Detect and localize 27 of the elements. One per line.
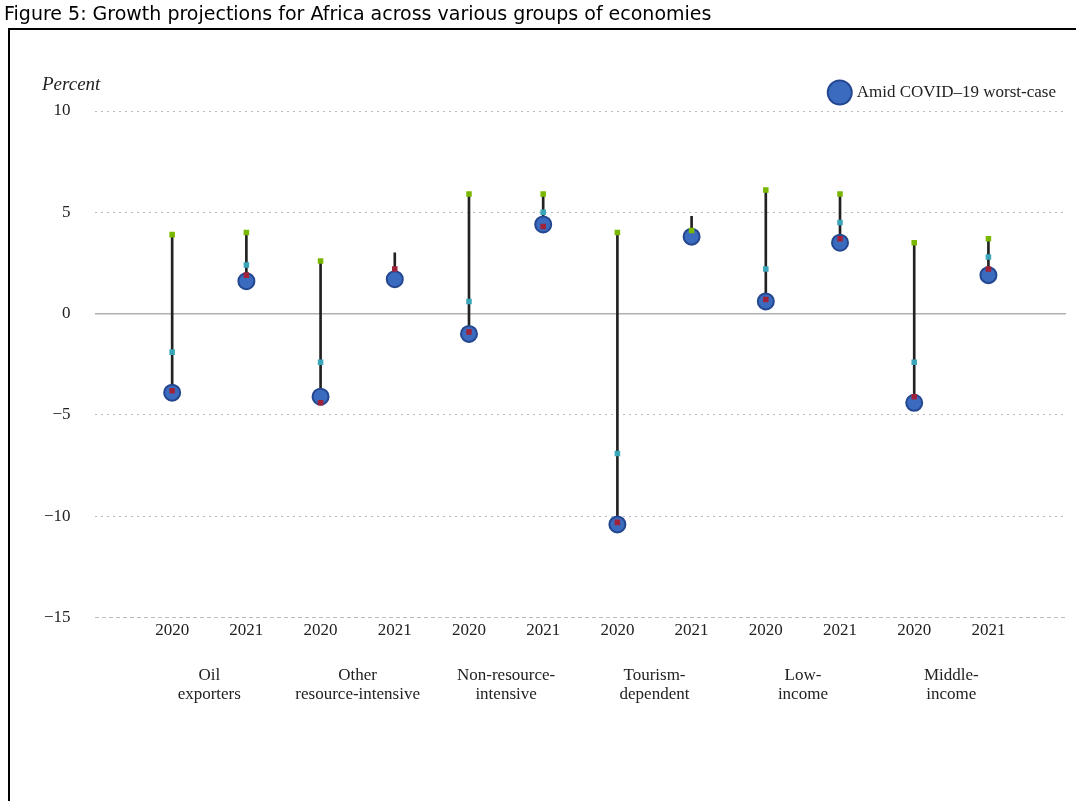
x-tick-label: 2020 — [155, 620, 190, 640]
x-tick-label: 2020 — [600, 620, 635, 640]
x-tick-label: 2020 — [451, 620, 486, 640]
y-tick-label: 5 — [62, 201, 71, 221]
x-tick-label: 2021 — [377, 620, 412, 640]
y-axis-title: Percent — [41, 73, 102, 94]
text: Other resource-intensive — [295, 665, 420, 704]
x-tick-label: 2021 — [526, 620, 561, 640]
x-tick-label: 2020 — [748, 620, 783, 640]
y-tick-label: −10 — [43, 505, 71, 525]
y-tick-label: −5 — [52, 404, 71, 424]
text: Tourism- dependent — [619, 665, 690, 704]
x-tick-label: 2021 — [971, 620, 1006, 640]
x-tick-label: 2021 — [823, 620, 858, 640]
x-tick-label: 2021 — [229, 620, 264, 640]
y-tick-label: 0 — [62, 303, 71, 323]
legend-label: Amid COVID–19 worst-case — [856, 81, 1057, 101]
x-tick-label: 2021 — [674, 620, 709, 640]
y-tick-label: 10 — [53, 100, 71, 120]
chart-title: Figure 5: Growth projections for Africa across various groups of economies — [3, 1, 712, 26]
y-tick-label: −15 — [43, 607, 71, 627]
text: Non-resource- intensive — [456, 665, 556, 704]
text: Oil exporters — [177, 665, 241, 704]
text: Low- income — [777, 665, 828, 704]
x-tick-label: 2020 — [897, 620, 932, 640]
text: Middle- income — [923, 665, 980, 704]
x-tick-label: 2020 — [303, 620, 338, 640]
